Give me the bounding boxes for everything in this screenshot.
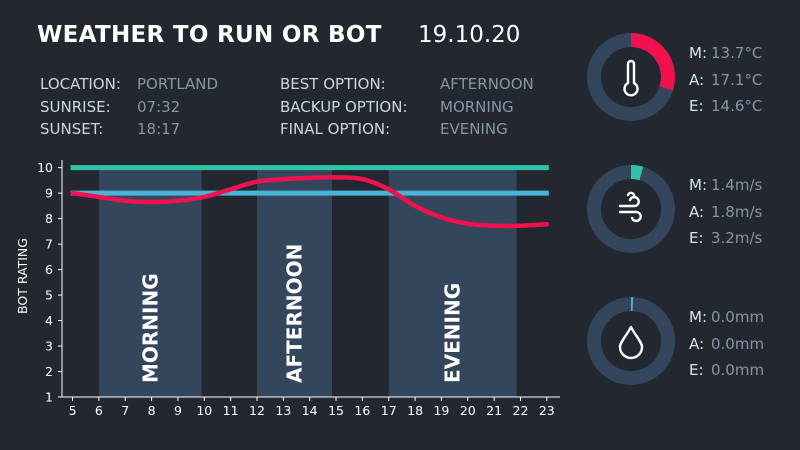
band-afternoon: [256, 170, 333, 397]
page-title: WEATHER TO RUN OR BOT: [37, 22, 382, 48]
time-bands: MORNING AFTERNOON EVENING: [98, 170, 517, 397]
x-tick-label: 9: [174, 403, 182, 418]
backup-option-value: MORNING: [440, 97, 514, 116]
gauge-fill: [630, 165, 644, 181]
rain-afternoon: A: 0.0mm: [689, 334, 765, 353]
x-tick-label: 8: [148, 403, 156, 418]
band-label-evening: EVENING: [441, 283, 465, 383]
x-tick-label: 12: [249, 403, 265, 418]
sunrise-row: SUNRISE: 07:32: [40, 96, 260, 119]
best-option-label: BEST OPTION:: [280, 75, 386, 93]
x-tick-label: 5: [69, 403, 77, 418]
thermometer-outline: [623, 59, 639, 97]
temperature-evening: E: 14.6°C: [689, 97, 763, 115]
band-morning: [98, 170, 202, 397]
y-tick-label: 10: [37, 160, 53, 175]
final-option-label: FINAL OPTION:: [280, 120, 391, 138]
x-tick-label: 16: [354, 403, 370, 418]
rating-series: [70, 175, 550, 229]
report-date: 19.10.20: [418, 22, 521, 48]
wind-stroke-bottom: [618, 210, 642, 223]
temperature-readings: M: 13.7°C A: 17.1°C E: 14.6°C: [689, 40, 762, 120]
wind-stroke-small: [626, 191, 636, 199]
final-option-row: FINAL OPTION: EVENING: [280, 118, 570, 141]
best-option-row: BEST OPTION: AFTERNOON: [280, 73, 570, 96]
y-tick-label: 9: [45, 186, 53, 201]
sunset-label: SUNSET:: [40, 120, 104, 138]
gauge-track: [587, 165, 675, 253]
gauge-raindrop: [587, 297, 675, 385]
y-tick-label: 3: [45, 339, 53, 354]
gauge-thermometer: [587, 33, 675, 121]
x-tick-label: 20: [460, 403, 476, 418]
info-right-panel: BEST OPTION: AFTERNOON BACKUP OPTION: MO…: [280, 73, 570, 141]
location-row: LOCATION: PORTLAND: [40, 73, 260, 96]
x-tick-label: 10: [196, 403, 212, 418]
location-label: LOCATION:: [40, 75, 121, 93]
location-value: PORTLAND: [137, 75, 219, 93]
x-tick-label: 7: [121, 403, 129, 418]
y-tick-label: 7: [45, 237, 53, 252]
sunset-row: SUNSET: 18:17: [40, 118, 260, 141]
y-axis-label: BOT RATING: [15, 238, 30, 314]
thermometer-icon: [623, 59, 639, 97]
best-option-value: AFTERNOON: [440, 75, 534, 93]
x-tick-label: 11: [223, 403, 239, 418]
gauge-wind: [587, 165, 675, 253]
wind-morning: M: 1.4m/s: [689, 176, 763, 194]
band-label-afternoon: AFTERNOON: [283, 244, 307, 383]
x-tick-label: 6: [95, 403, 103, 418]
raindrop-outline: [618, 325, 644, 360]
band-label-morning: MORNING: [138, 273, 162, 383]
wind-stroke-top: [618, 195, 640, 208]
band-evening: [388, 170, 517, 397]
x-tick-label: 19: [433, 403, 449, 418]
reference-lines: [70, 165, 549, 196]
x-tick-label: 23: [539, 403, 555, 418]
x-tick-label: 18: [407, 403, 423, 418]
rating-line: [70, 175, 550, 229]
y-tick-label: 2: [45, 364, 53, 379]
temperature-morning: M: 13.7°C: [689, 44, 763, 62]
rain-evening: E: 0.0mm: [689, 361, 765, 379]
y-tick-label: 6: [45, 262, 53, 277]
backup-option-row: BACKUP OPTION: MORNING: [280, 96, 570, 119]
x-tick-label: 14: [302, 403, 318, 418]
y-tick-label: 4: [45, 313, 53, 328]
y-tick-label: 8: [45, 211, 53, 226]
y-tick-label: 5: [45, 288, 53, 303]
x-tick-label: 15: [328, 403, 344, 418]
x-tick-label: 22: [513, 403, 529, 418]
y-tick-label: 1: [45, 390, 53, 405]
wind-icon: [618, 191, 642, 223]
final-option-value: EVENING: [440, 120, 508, 138]
sunrise-label: SUNRISE:: [40, 97, 111, 116]
gauge-fill: [630, 33, 675, 91]
backup-option-label: BACKUP OPTION:: [280, 97, 408, 116]
x-tick-label: 21: [486, 403, 502, 418]
x-tick-label: 17: [381, 403, 397, 418]
info-left-panel: LOCATION: PORTLAND SUNRISE: 07:32 SUNSET…: [40, 73, 260, 141]
sunrise-value: 07:32: [137, 97, 181, 116]
sunset-value: 18:17: [137, 120, 181, 138]
gauge-track: [587, 297, 675, 385]
x-tick-label: 13: [275, 403, 291, 418]
rain-morning: M: 0.0mm: [689, 308, 765, 326]
raindrop-icon: [618, 325, 644, 360]
temperature-afternoon: A: 17.1°C: [689, 70, 763, 89]
wind-readings: M: 1.4m/s A: 1.8m/s E: 3.2m/s: [689, 172, 762, 252]
wind-afternoon: A: 1.8m/s: [689, 202, 763, 221]
rain-readings: M: 0.0mm A: 0.0mm E: 0.0mm: [689, 304, 764, 384]
wind-evening: E: 3.2m/s: [689, 229, 763, 247]
